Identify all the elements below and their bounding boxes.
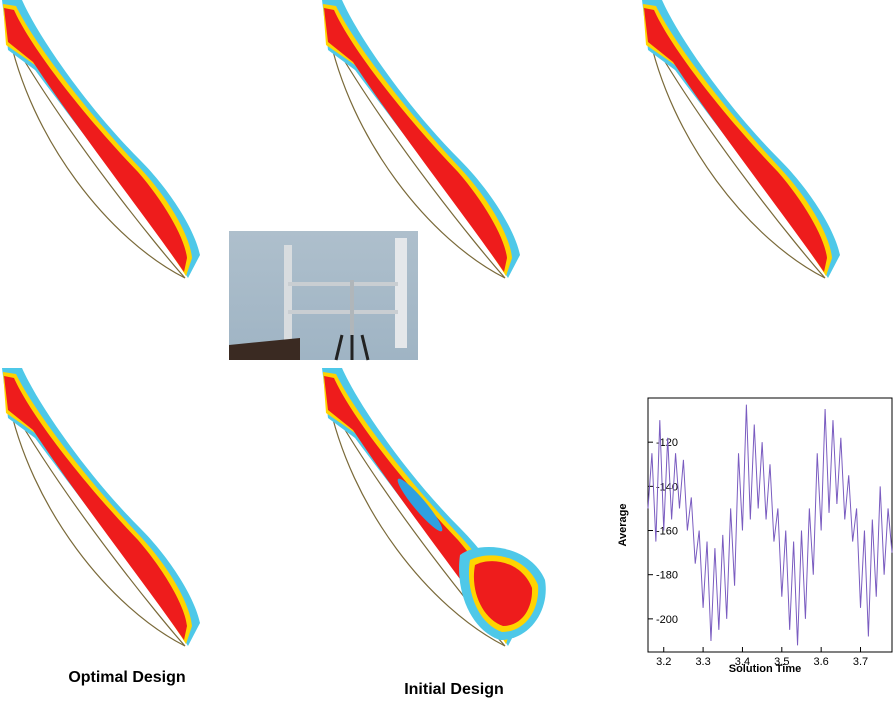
x-axis-title: Solution Time (729, 663, 802, 675)
contour-plot (321, 367, 546, 647)
y-tick-label: -140 (656, 481, 678, 493)
x-tick-label: 3.3 (695, 656, 710, 668)
plot-frame (647, 397, 893, 653)
x-tick-label: 3.7 (853, 656, 868, 668)
turbine-photo (229, 231, 418, 361)
chart: Solution Time Average -120-140-160-180-2… (617, 397, 893, 675)
x-tick-label: 3.2 (656, 656, 671, 668)
caption: Optimal Design (68, 669, 185, 686)
y-tick-label: -200 (656, 614, 678, 626)
data-line (647, 404, 893, 646)
y-tick-label: -180 (656, 570, 678, 582)
contour-plot (1, 0, 201, 279)
caption: Initial Design (404, 681, 504, 698)
y-axis-title: Average (617, 503, 629, 546)
x-tick-label: 3.5 (774, 656, 789, 668)
contour-plot (1, 367, 201, 647)
x-tick-label: 3.4 (735, 656, 750, 668)
contour-plot (641, 0, 841, 279)
x-tick-label: 3.6 (814, 656, 829, 668)
y-tick-label: -160 (656, 526, 678, 538)
